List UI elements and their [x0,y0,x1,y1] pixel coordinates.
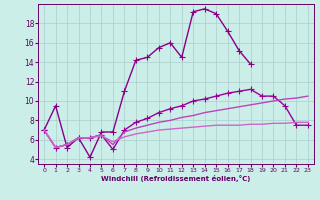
X-axis label: Windchill (Refroidissement éolien,°C): Windchill (Refroidissement éolien,°C) [101,175,251,182]
